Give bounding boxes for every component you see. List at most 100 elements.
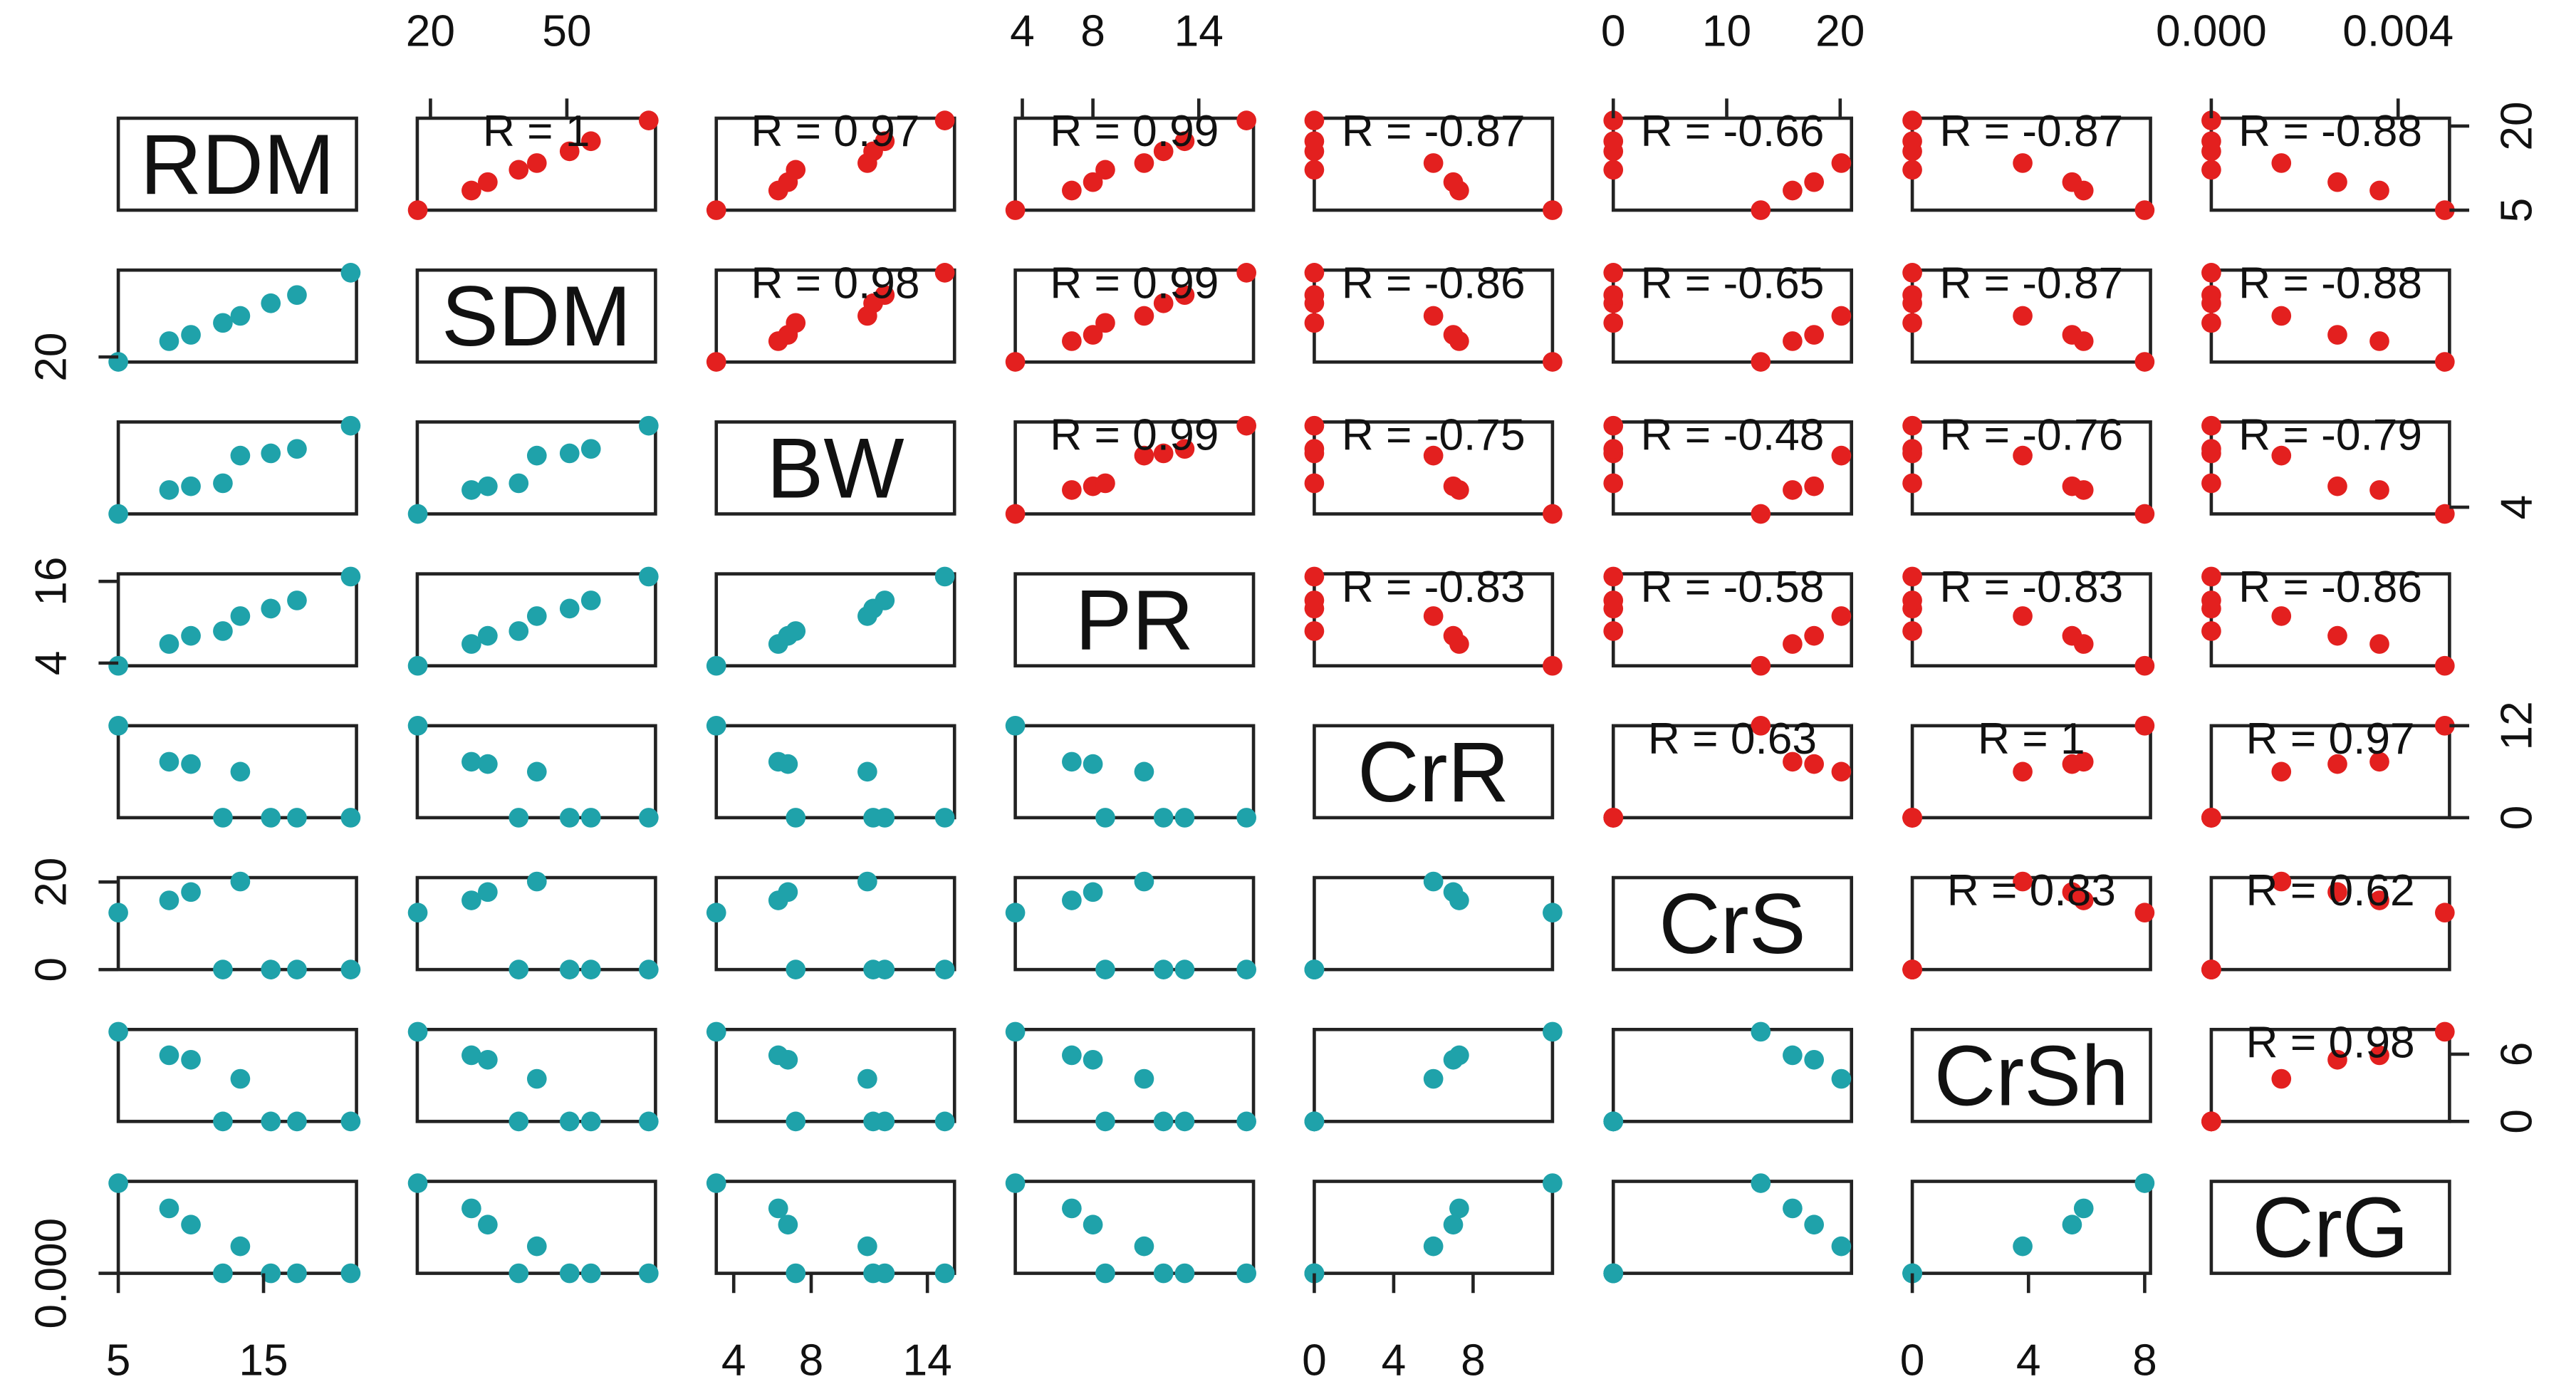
point: [638, 1263, 659, 1284]
panel-frame: [1611, 420, 1854, 516]
point: [1783, 331, 1803, 351]
point: [2201, 313, 2221, 333]
point: [875, 591, 895, 610]
point: [1804, 172, 1824, 192]
point: [934, 110, 955, 130]
point: [1603, 566, 1624, 587]
point: [1153, 293, 1174, 313]
panel-frame: [415, 116, 657, 212]
point: [559, 598, 580, 619]
variable-name: CrS: [1659, 876, 1806, 972]
point: [2369, 634, 2389, 654]
point: [1804, 625, 1824, 646]
point: [287, 285, 307, 305]
point: [1304, 1263, 1325, 1284]
point: [559, 959, 580, 979]
point: [1902, 415, 1922, 436]
point: [213, 473, 233, 494]
point: [1751, 655, 1771, 676]
point: [509, 1111, 529, 1132]
point: [287, 439, 307, 459]
point: [2062, 476, 2082, 496]
point: [934, 808, 955, 828]
point: [1062, 1198, 1082, 1219]
point: [1543, 504, 1563, 524]
panel-frame: [1013, 724, 1256, 820]
correlation-label: R = -0.58: [1641, 563, 1825, 612]
point: [638, 566, 659, 587]
point: [786, 160, 806, 180]
point: [407, 903, 428, 923]
point: [462, 890, 481, 910]
x-tick-label: 8: [1080, 7, 1105, 56]
point: [1603, 621, 1624, 641]
point: [1603, 110, 1624, 130]
point: [181, 476, 201, 496]
panel-frame: [415, 875, 657, 972]
panel-frame: [1910, 572, 2152, 668]
point: [580, 808, 601, 828]
correlation-label: R = -0.48: [1641, 411, 1825, 460]
point: [786, 313, 806, 333]
point: [1174, 1263, 1195, 1284]
point: [1543, 1173, 1563, 1193]
point: [580, 439, 601, 459]
point: [2434, 903, 2455, 923]
point: [1603, 473, 1624, 494]
correlation-label: R = 0.83: [1947, 866, 2116, 915]
point: [230, 1236, 251, 1257]
x-tick-label: 8: [1461, 1336, 1486, 1385]
point: [786, 621, 806, 641]
point: [1543, 1021, 1563, 1042]
point: [2013, 1236, 2033, 1257]
point: [875, 1111, 895, 1132]
point: [526, 1068, 547, 1089]
panel-frame: [2209, 420, 2451, 516]
point: [230, 1068, 251, 1089]
point: [1062, 480, 1082, 500]
point: [857, 1068, 877, 1089]
panel-frame: [1013, 268, 1256, 364]
point: [1236, 1111, 1256, 1132]
point: [2062, 325, 2082, 345]
point: [1443, 625, 1464, 646]
point: [638, 959, 659, 979]
point: [1423, 445, 1444, 466]
point: [1543, 903, 1563, 923]
point: [526, 1236, 547, 1257]
point: [559, 443, 580, 464]
correlation-label: R = -0.86: [1342, 259, 1526, 308]
point: [2327, 882, 2347, 903]
point: [2201, 473, 2221, 494]
point: [478, 172, 498, 192]
point: [638, 415, 659, 436]
point: [1751, 200, 1771, 220]
x-tick-label: 20: [1815, 7, 1865, 56]
point: [261, 598, 281, 619]
point: [2201, 439, 2221, 459]
point: [1902, 160, 1922, 180]
panel-frame: [116, 268, 358, 364]
point: [875, 131, 895, 152]
panel-frame: [714, 572, 956, 668]
panel-frame: [1013, 116, 1256, 212]
point: [287, 959, 307, 979]
point: [1902, 621, 1922, 641]
x-tick-label: 10: [1702, 7, 1751, 56]
point: [159, 634, 179, 654]
correlation-label: R = 0.97: [2246, 714, 2415, 764]
point: [1443, 325, 1464, 345]
point: [1751, 1021, 1771, 1042]
point: [509, 473, 529, 494]
point: [1603, 160, 1624, 180]
point: [2062, 882, 2082, 903]
point: [934, 1111, 955, 1132]
x-tick-label: 0.000: [2156, 7, 2267, 56]
point: [509, 808, 529, 828]
point: [2271, 153, 2292, 173]
panel-frame: [1013, 1180, 1256, 1275]
panel-frame: [714, 875, 956, 972]
point: [2434, 200, 2455, 220]
point: [580, 131, 601, 152]
point: [1095, 959, 1115, 979]
